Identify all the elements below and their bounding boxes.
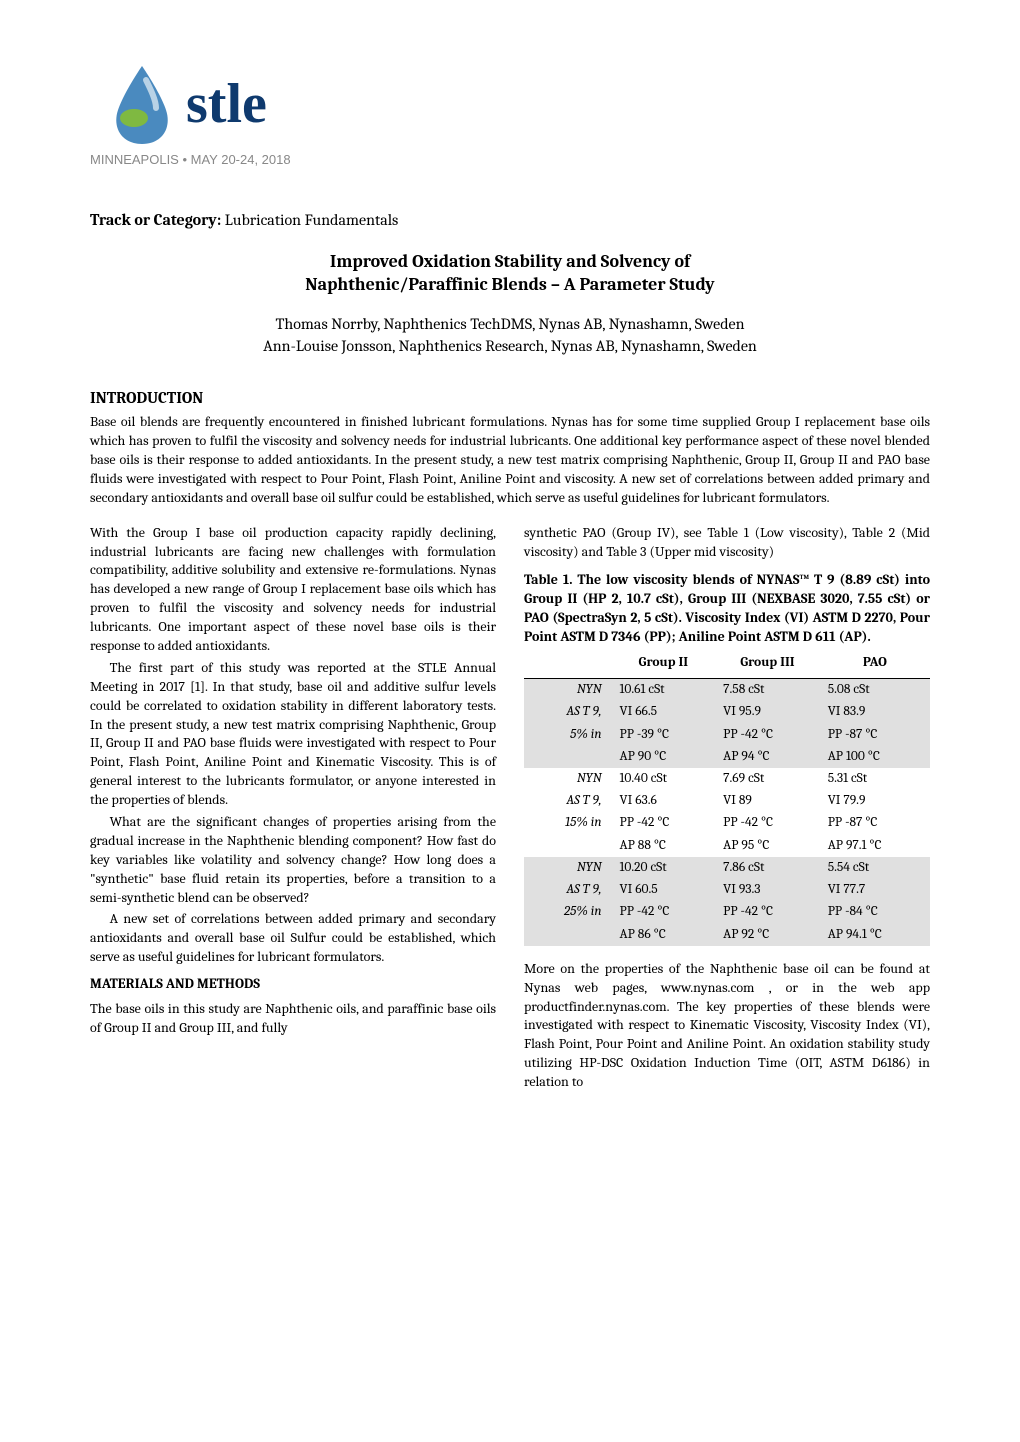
table-1: Group II Group III PAO NYN 10.61 cSt 7.5… [524, 650, 930, 946]
stle-logo-block: stle MINNEAPOLIS • MAY 20-24, 2018 [90, 60, 930, 170]
row-label: AS T 9, [524, 701, 612, 723]
cell: 7.86 cSt [715, 857, 820, 879]
stle-logo-svg: stle MINNEAPOLIS • MAY 20-24, 2018 [90, 60, 390, 170]
table-1-caption: Table 1. The low viscosity blends of NYN… [524, 571, 930, 647]
cell: PP -84 °C [820, 901, 930, 923]
right-column: synthetic PAO (Group IV), see Table 1 (L… [524, 524, 930, 1095]
row-label: 5% in [524, 724, 612, 746]
author-line-2: Ann-Louise Jonsson, Naphthenics Research… [263, 337, 757, 355]
left-p1: With the Group I base oil production cap… [90, 524, 496, 656]
table-row: AS T 9, VI 66.5 VI 95.9 VI 83.9 [524, 701, 930, 723]
intro-paragraph: Base oil blends are frequently encounter… [90, 413, 930, 507]
cell: 5.31 cSt [820, 768, 930, 790]
table-row: NYN 10.40 cSt 7.69 cSt 5.31 cSt [524, 768, 930, 790]
cell: PP -87 °C [820, 724, 930, 746]
cell: AP 92 °C [715, 924, 820, 946]
flask-green-oval [120, 109, 148, 127]
left-p4: A new set of correlations between added … [90, 910, 496, 967]
row-label: AS T 9, [524, 790, 612, 812]
row-label: 25% in [524, 901, 612, 923]
cell: 5.54 cSt [820, 857, 930, 879]
th-blank [524, 650, 612, 679]
cell: AP 97.1 °C [820, 835, 930, 857]
table-row: AS T 9, VI 63.6 VI 89 VI 79.9 [524, 790, 930, 812]
cell: 7.58 cSt [715, 679, 820, 702]
cell: VI 83.9 [820, 701, 930, 723]
track-label: Track or Category: [90, 211, 221, 229]
th-group-ii: Group II [612, 650, 716, 679]
two-column-body: With the Group I base oil production cap… [90, 524, 930, 1095]
row-label: 15% in [524, 812, 612, 834]
intro-heading: INTRODUCTION [90, 388, 930, 410]
row-label: NYN [524, 679, 612, 702]
cell: 10.61 cSt [612, 679, 716, 702]
row-label [524, 835, 612, 857]
cell: 5.08 cSt [820, 679, 930, 702]
materials-methods-p: The base oils in this study are Naphthen… [90, 1000, 496, 1038]
left-p2: The first part of this study was reporte… [90, 659, 496, 810]
right-p-after-table: More on the properties of the Naphthenic… [524, 960, 930, 1092]
table-row: AP 86 °C AP 92 °C AP 94.1 °C [524, 924, 930, 946]
cell: AP 95 °C [715, 835, 820, 857]
cell: VI 95.9 [715, 701, 820, 723]
th-pao: PAO [820, 650, 930, 679]
track-line: Track or Category: Lubrication Fundament… [90, 210, 930, 232]
table-row: AP 88 °C AP 95 °C AP 97.1 °C [524, 835, 930, 857]
cell: PP -87 °C [820, 812, 930, 834]
cell: 10.40 cSt [612, 768, 716, 790]
table-header-row: Group II Group III PAO [524, 650, 930, 679]
flask-icon [116, 66, 167, 144]
table-row: AP 90 °C AP 94 °C AP 100 °C [524, 746, 930, 768]
cell: VI 79.9 [820, 790, 930, 812]
materials-methods-heading: MATERIALS AND METHODS [90, 975, 496, 994]
table-row: AS T 9, VI 60.5 VI 93.3 VI 77.7 [524, 879, 930, 901]
cell: AP 94 °C [715, 746, 820, 768]
cell: 7.69 cSt [715, 768, 820, 790]
table-row: 25% in PP -42 °C PP -42 °C PP -84 °C [524, 901, 930, 923]
track-value: Lubrication Fundamentals [225, 211, 399, 229]
row-label: NYN [524, 857, 612, 879]
cell: VI 66.5 [612, 701, 716, 723]
row-label [524, 924, 612, 946]
cell: 10.20 cSt [612, 857, 716, 879]
cell: PP -42 °C [612, 901, 716, 923]
cell: VI 63.6 [612, 790, 716, 812]
cell: AP 88 °C [612, 835, 716, 857]
cell: PP -42 °C [612, 812, 716, 834]
title-line-1: Improved Oxidation Stability and Solvenc… [330, 251, 690, 272]
table-row: NYN 10.61 cSt 7.58 cSt 5.08 cSt [524, 679, 930, 702]
logo-subtitle: MINNEAPOLIS • MAY 20-24, 2018 [90, 152, 291, 167]
cell: PP -42 °C [715, 724, 820, 746]
row-label: AS T 9, [524, 879, 612, 901]
table-row: 5% in PP -39 °C PP -42 °C PP -87 °C [524, 724, 930, 746]
left-p3: What are the significant changes of prop… [90, 813, 496, 907]
cell: VI 93.3 [715, 879, 820, 901]
cell: AP 90 °C [612, 746, 716, 768]
row-label: NYN [524, 768, 612, 790]
cell: PP -42 °C [715, 901, 820, 923]
th-group-iii: Group III [715, 650, 820, 679]
cell: AP 100 °C [820, 746, 930, 768]
cell: VI 89 [715, 790, 820, 812]
cell: AP 86 °C [612, 924, 716, 946]
cell: VI 60.5 [612, 879, 716, 901]
table-row: 15% in PP -42 °C PP -42 °C PP -87 °C [524, 812, 930, 834]
left-column: With the Group I base oil production cap… [90, 524, 496, 1095]
paper-title: Improved Oxidation Stability and Solvenc… [90, 250, 930, 297]
cell: PP -39 °C [612, 724, 716, 746]
cell: VI 77.7 [820, 879, 930, 901]
brand-text: stle [186, 73, 267, 135]
cell: PP -42 °C [715, 812, 820, 834]
author-block: Thomas Norrby, Naphthenics TechDMS, Nyna… [90, 314, 930, 357]
title-line-2: Naphthenic/Paraffinic Blends – A Paramet… [305, 274, 714, 295]
table-row: NYN 10.20 cSt 7.86 cSt 5.54 cSt [524, 857, 930, 879]
row-label [524, 746, 612, 768]
cell: AP 94.1 °C [820, 924, 930, 946]
author-line-1: Thomas Norrby, Naphthenics TechDMS, Nyna… [275, 315, 744, 333]
table-body: NYN 10.61 cSt 7.58 cSt 5.08 cSt AS T 9, … [524, 679, 930, 946]
right-p1: synthetic PAO (Group IV), see Table 1 (L… [524, 524, 930, 562]
